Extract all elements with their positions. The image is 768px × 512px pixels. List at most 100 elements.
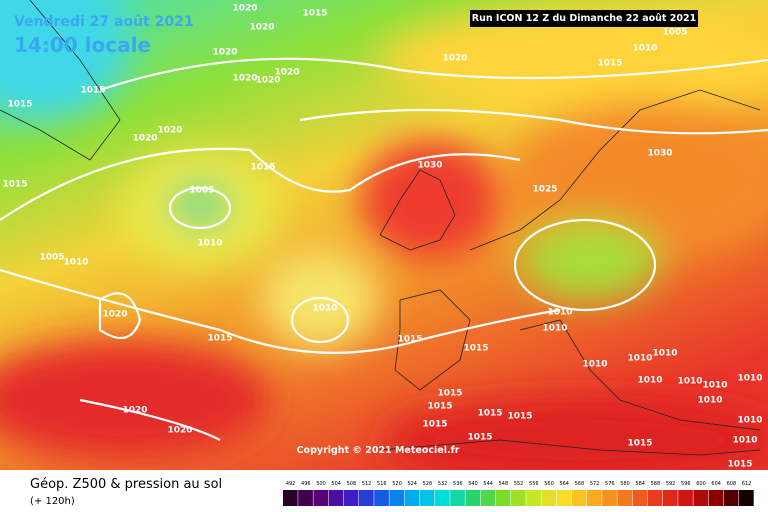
color-scale: 492 496 500 504 508 512 516 520 524 528 532 536 540 5…: [283, 481, 754, 506]
isobar-labels: 1020102010151020102010201020102010151015…: [2, 4, 762, 470]
scale-swatch: [632, 490, 648, 506]
scale-label: 576: [605, 481, 615, 487]
scale-swatch: [647, 490, 663, 506]
scale-label: 504: [331, 481, 341, 487]
scale-swatch: [404, 490, 420, 506]
scale-label: 600: [696, 481, 706, 487]
isobar-label: 1015: [627, 439, 652, 449]
isobar-label: 1010: [63, 258, 88, 268]
scale-swatch: [435, 490, 450, 506]
isobar-label: 1015: [427, 402, 452, 412]
footer-title: Géop. Z500 & pression au sol: [30, 477, 222, 492]
scale-swatch: [693, 490, 709, 506]
scale-swatch: [708, 490, 724, 506]
isobar-label: 1015: [463, 344, 488, 354]
scale-label: 608: [727, 481, 737, 487]
scale-swatch: [389, 490, 405, 506]
isobar-label: 1010: [737, 416, 762, 426]
isobar-label: 1005: [189, 186, 214, 196]
isobar-label: 1010: [732, 436, 757, 446]
isobar-label: 1020: [132, 134, 157, 144]
isobar-label: 1015: [302, 9, 327, 19]
scale-label: 548: [499, 481, 509, 487]
isobar-label: 1015: [2, 180, 27, 190]
isobar-label: 1015: [397, 335, 422, 345]
isobar-label: 1020: [249, 23, 274, 33]
scale-swatch: [739, 490, 754, 506]
isobar-label: 1010: [652, 349, 677, 359]
scale-swatch: [465, 490, 481, 506]
scale-label: 580: [620, 481, 630, 487]
scale-swatch: [571, 490, 587, 506]
scale-swatch: [526, 490, 541, 506]
coastlines: [0, 0, 761, 456]
isobar-label: 1010: [737, 374, 762, 384]
scale-label: 508: [347, 481, 357, 487]
isobar-label: 1015: [597, 59, 622, 69]
scale-label: 528: [423, 481, 433, 487]
scale-swatch: [298, 490, 313, 506]
isobar-label: 1015: [7, 100, 32, 110]
isobar-label: 1015: [207, 334, 232, 344]
scale-swatch: [495, 490, 511, 506]
run-label: Run ICON 12 Z du Dimanche 22 août 2021: [472, 13, 696, 24]
scale-swatch: [313, 490, 329, 506]
scale-label: 544: [483, 481, 493, 487]
scale-swatch: [587, 490, 602, 506]
isobar-label: 1010: [542, 324, 567, 334]
scale-label: 560: [544, 481, 554, 487]
scale-label: 596: [681, 481, 691, 487]
isobar-label: 1010: [582, 360, 607, 370]
isobar-label: 1010: [632, 44, 657, 54]
scale-label: 516: [377, 481, 387, 487]
scale-label: 520: [392, 481, 402, 487]
scale-label: 572: [590, 481, 600, 487]
isobar-label: 1010: [702, 381, 727, 391]
isobar-label: 1015: [80, 86, 105, 96]
isobar-label: 1010: [627, 354, 652, 364]
scale-swatch: [283, 490, 298, 506]
isobar-label: 1020: [232, 74, 257, 84]
date-label: Vendredi 27 août 2021: [14, 14, 194, 30]
scale-swatch: [359, 490, 374, 506]
isobar-lines: [0, 57, 768, 441]
isobar-label: 1020: [255, 76, 280, 86]
scale-label: 540: [468, 481, 478, 487]
scale-label: 612: [742, 481, 752, 487]
time-label: 14:00 locale: [14, 33, 151, 57]
isobar-label: 1010: [312, 304, 337, 314]
scale-swatch: [723, 490, 739, 506]
isobar-label: 1005: [662, 28, 687, 38]
isobar-label: 1015: [437, 389, 462, 399]
isobar-label: 1015: [507, 412, 532, 422]
scale-label: 568: [575, 481, 585, 487]
scale-label: 604: [711, 481, 721, 487]
field: [0, 0, 768, 480]
scale-swatch: [541, 490, 557, 506]
isobar-label: 1030: [417, 161, 442, 171]
isobar-label: 1030: [647, 149, 672, 159]
scale-swatch: [419, 490, 435, 506]
scale-label: 512: [362, 481, 372, 487]
scale-label: 500: [316, 481, 326, 487]
scale-swatch: [617, 490, 633, 506]
scale-label: 536: [453, 481, 463, 487]
scale-label: 588: [651, 481, 661, 487]
footer-lead: (+ 120h): [30, 496, 75, 507]
isobar-label: 1015: [477, 409, 502, 419]
scale-label: 592: [666, 481, 676, 487]
scale-label: 584: [635, 481, 645, 487]
scale-swatch: [328, 490, 344, 506]
scale-label: 492: [286, 481, 296, 487]
isobar-label: 1020: [167, 426, 192, 436]
isobar-label: 1015: [727, 460, 752, 470]
scale-swatch: [511, 490, 526, 506]
isobar-label: 1020: [274, 68, 299, 78]
scale-swatch: [678, 490, 693, 506]
scale-label: 496: [301, 481, 311, 487]
scale-label: 532: [438, 481, 448, 487]
isobar-label: 1015: [250, 163, 275, 173]
scale-swatch: [374, 490, 389, 506]
isobar-label: 1005: [39, 253, 64, 263]
